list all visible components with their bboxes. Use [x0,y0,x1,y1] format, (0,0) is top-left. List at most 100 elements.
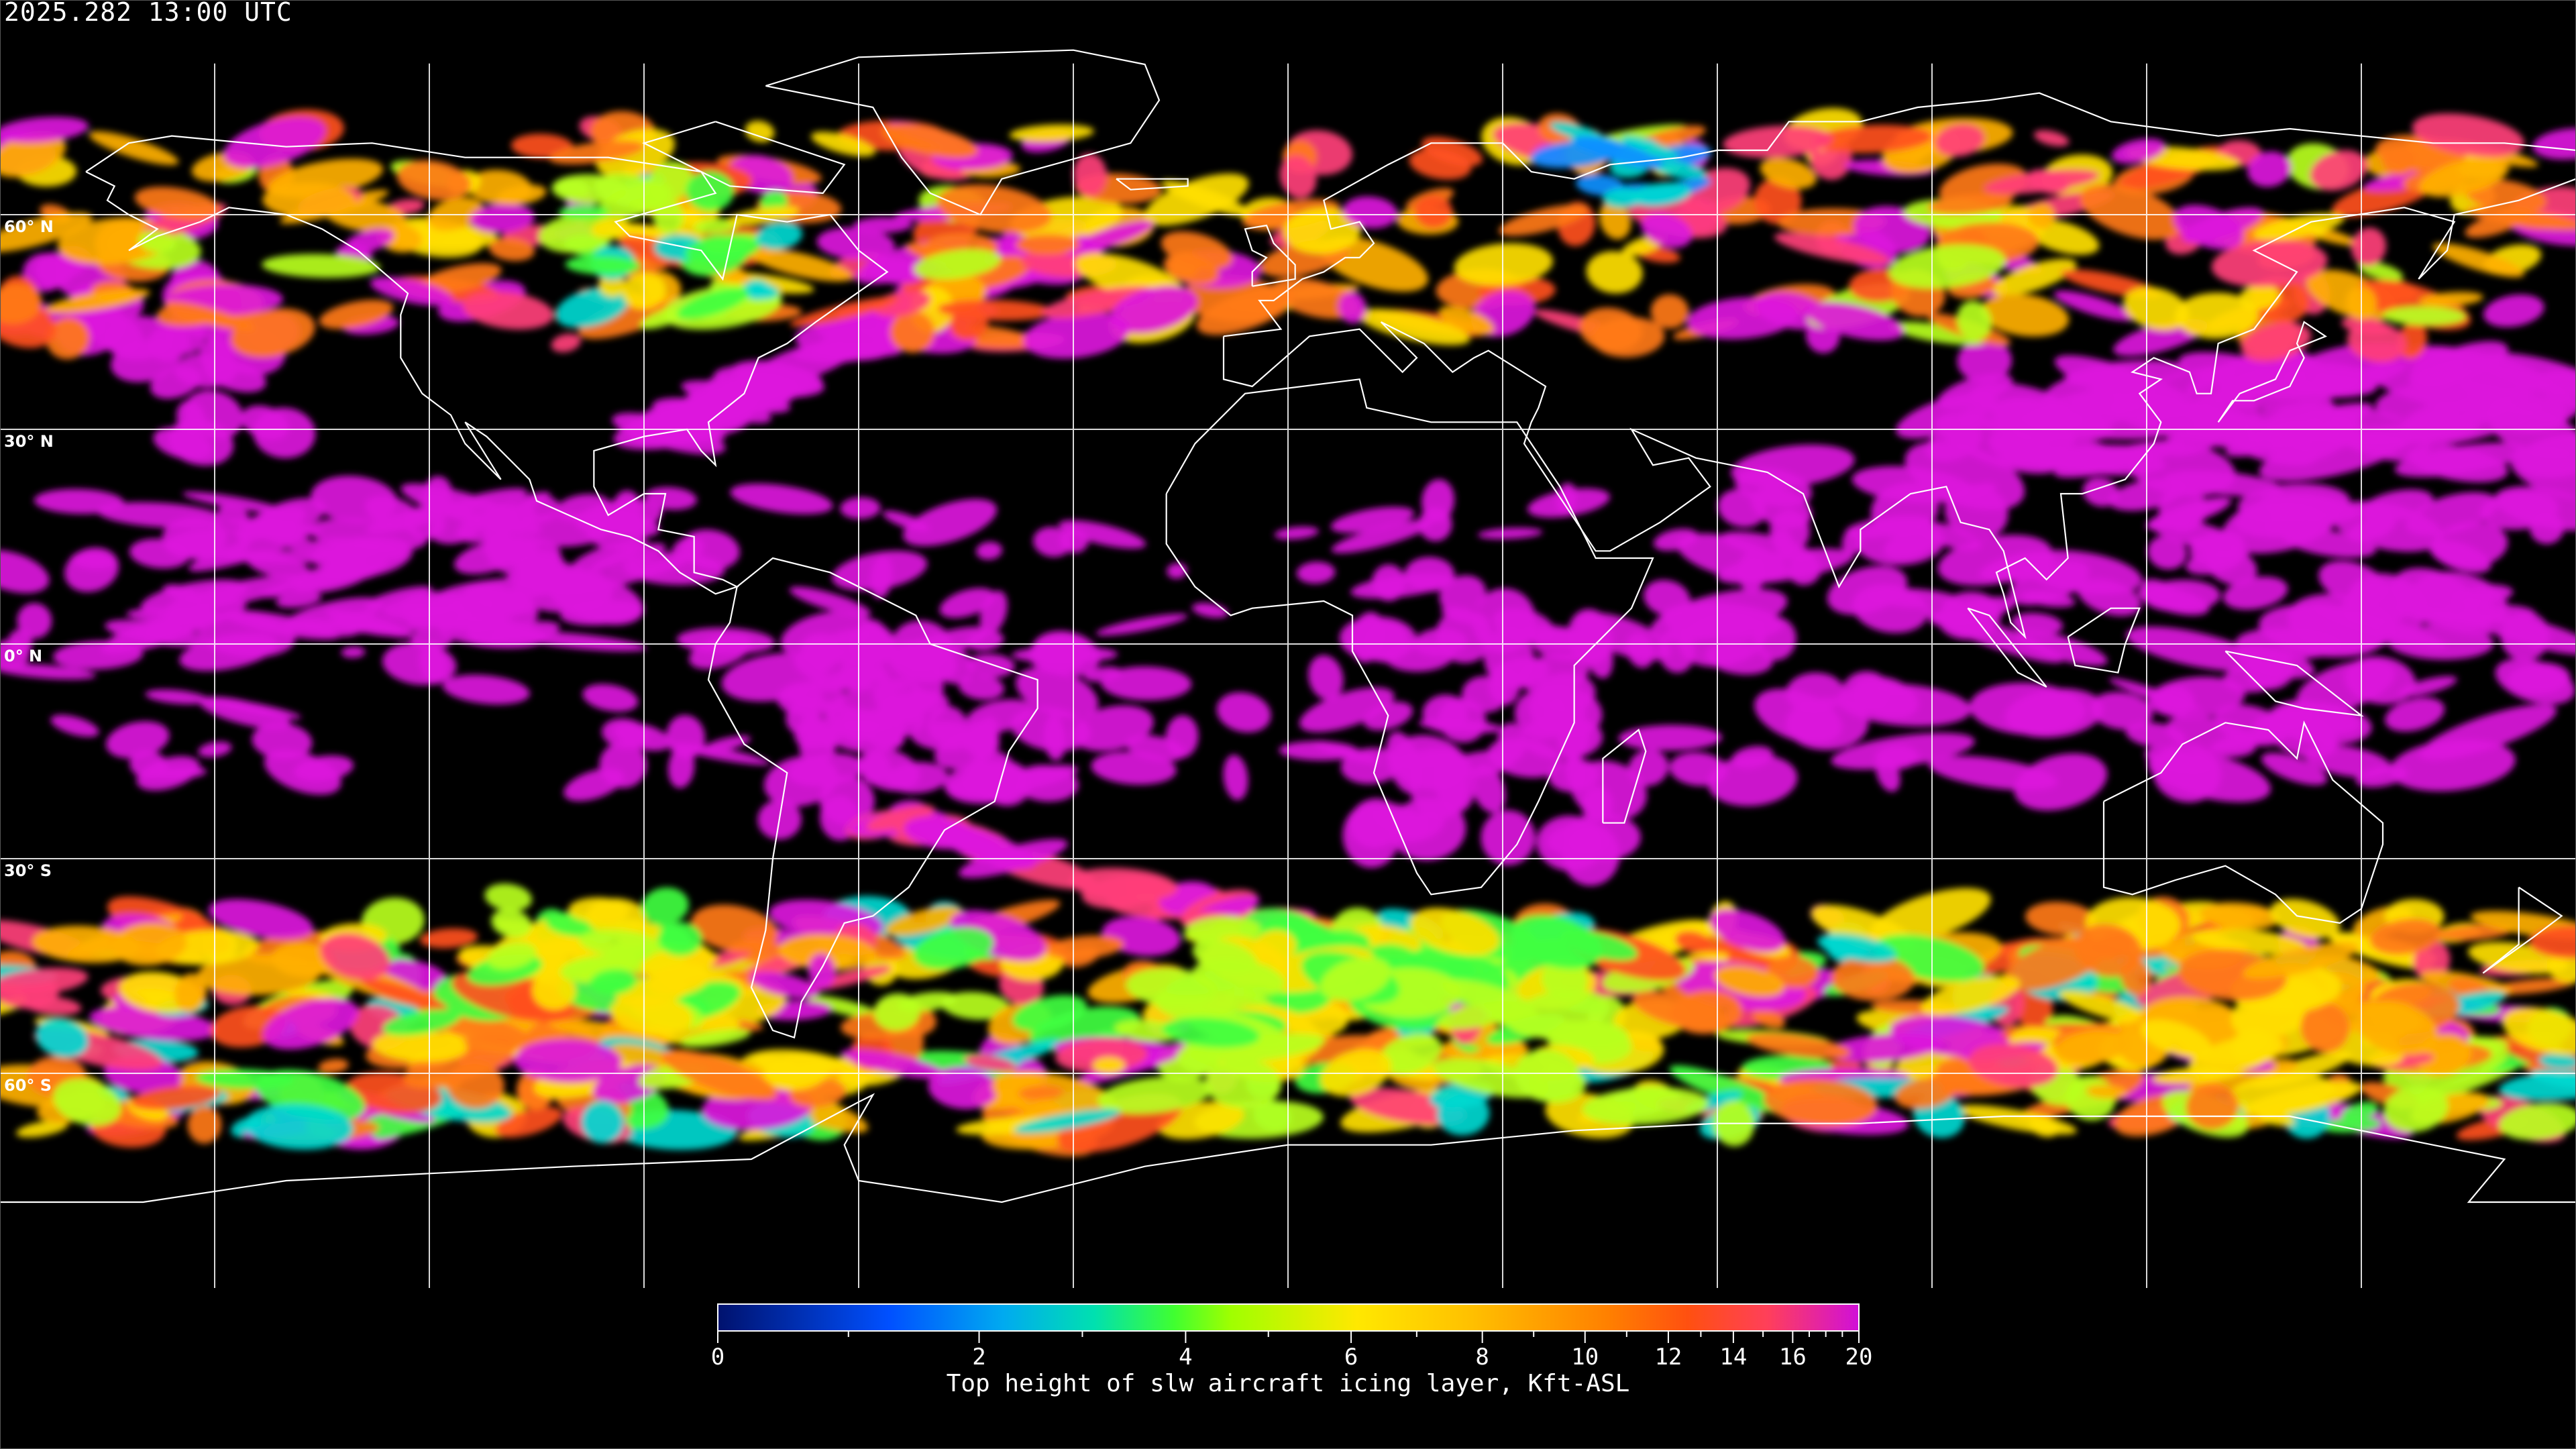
cloud-patch [2410,356,2483,390]
colorbar-tick-label: 4 [1179,1344,1192,1371]
cloud-patch [1162,1017,1260,1049]
colorbar-tick-label: 8 [1475,1344,1489,1371]
cloud-patch [318,1059,349,1073]
cloud-patch [1481,810,1536,865]
latitude-label: 60° S [4,1076,52,1095]
cloud-patch [2231,1028,2275,1066]
cloud-patch [2309,150,2367,191]
cloud-patch [417,263,502,294]
cloud-patch [1874,745,1919,770]
cloud-patch [1928,755,2058,791]
cloud-patch [1883,529,1937,560]
cloud-patch [1714,965,1785,998]
cloud-patch [1669,1065,1788,1114]
cloud-patch [1852,584,1929,633]
cloud-patch [145,689,208,704]
colorbar-tick-label: 6 [1344,1344,1358,1371]
cloud-patch [1676,533,1788,582]
cloud-patch [252,722,313,760]
cloud-patch [1192,958,1285,998]
colorbar: 0 2 4 6 8 10 12 14 16 20 [711,1303,1873,1371]
cloud-patch [130,1085,220,1110]
cloud-patch [677,287,749,319]
colorbar-tick-label: 20 [1845,1344,1873,1371]
cloud-patch [2126,627,2262,672]
cloud-patch [1101,666,1192,701]
cloud-patch [1514,1049,1580,1102]
cloud-patch [730,483,833,515]
cloud-patch [1283,207,1361,254]
cloud-patch [1073,153,1107,197]
cloud-patch [1014,1109,1121,1134]
cloud-patch [70,551,117,570]
cloud-patch [111,922,187,966]
cloud-patch [1059,520,1146,549]
cloud-patch [419,928,478,949]
cloud-patch [1414,195,1453,229]
cloud-patch [747,248,853,282]
cloud-patch [1618,724,1723,751]
cloud-patch [208,899,313,940]
cloud-patch [462,291,554,330]
cloud-patch [1535,672,1596,714]
cloud-patch [939,588,996,619]
cloud-patch [1763,1079,1878,1126]
coastline [1244,224,1296,287]
cloud-patch [2538,1053,2576,1069]
cloud-patch [290,561,372,593]
cloud-patch [0,212,93,253]
cloud-patch [366,504,454,534]
cloud-patch [1422,694,1468,733]
cloud-patch [2165,715,2257,758]
colorbar-tick-label: 2 [972,1344,985,1371]
cloud-patch [2483,294,2544,327]
cloud-patch [789,586,871,616]
cloud-patch [46,317,90,360]
cloud-patch [1567,608,1613,665]
cloud-patch [187,1106,221,1144]
cloud-patch [2186,1083,2239,1130]
colorbar-tick-label: 16 [1779,1344,1807,1371]
cloud-patch [727,206,800,226]
cloud-patch [2479,490,2559,530]
cloud-patch [1009,124,1095,142]
cloud-patch [223,117,326,168]
cloud-patch [1888,244,2006,289]
cloud-patch [1851,466,1972,504]
cloud-patch [1937,373,2013,410]
cloud-patch [271,943,335,978]
cloud-patch [344,228,394,254]
cloud-patch [491,908,532,938]
cloud-patch [488,237,535,261]
cloud-patch [1621,136,1678,160]
cloud-patch [1563,813,1641,861]
cloud-patch [484,883,532,912]
cloud-patch [1409,908,1500,956]
cloud-patch [2428,539,2491,574]
cloud-patch [1350,612,1385,663]
cloud-patch [382,1009,461,1036]
cloud-patch [1413,628,1468,657]
cloud-patch [263,998,359,1050]
cloud-patch [873,678,929,718]
cloud-patch [282,597,384,633]
cloud-patch [2419,157,2510,197]
cloud-patch [251,498,326,537]
cloud-patch [2382,306,2467,326]
cloud-patch [23,996,82,1016]
coastline [1602,729,1647,824]
cloud-patch [2390,739,2516,792]
cloud-patch [1016,667,1099,719]
cloud-patch [2011,612,2063,635]
cloud-patch [0,663,97,680]
cloud-patch [1731,746,1774,769]
cloud-patch [1165,715,1199,758]
cloud-patch [979,590,1008,635]
latitude-label: 30° N [4,432,54,451]
cloud-patch [1969,682,2086,735]
cloud-patch [1511,914,1603,969]
cloud-patch [2264,505,2335,541]
cloud-patch [372,1030,468,1062]
cloud-patch [1924,608,2063,663]
cloud-patch [1935,124,1985,157]
